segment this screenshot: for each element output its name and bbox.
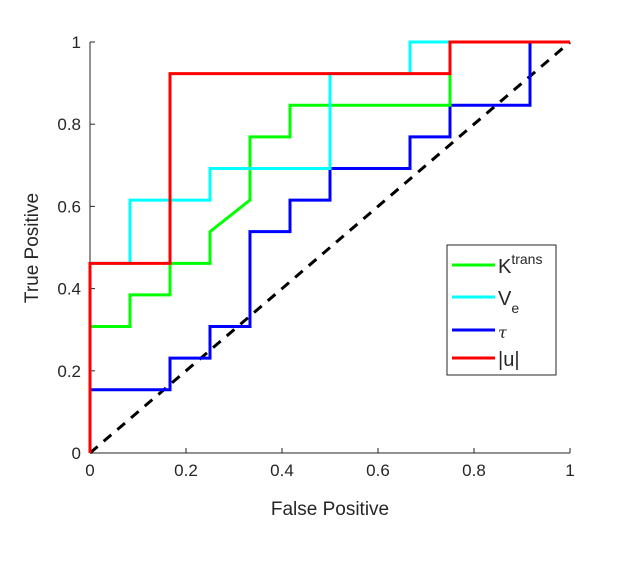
y-tick-label: 0.2 <box>57 362 81 381</box>
legend-label: |u| <box>498 349 520 371</box>
x-tick-label: 0.4 <box>270 461 294 480</box>
legend-label: Ktrans <box>498 251 542 278</box>
y-tick-label: 1 <box>72 33 81 52</box>
y-tick-label: 0.8 <box>57 115 81 134</box>
y-tick-label: 0.4 <box>57 280 81 299</box>
legend-box <box>446 244 557 376</box>
series-line-4 <box>88 40 570 453</box>
x-axis-label: False Positive <box>271 499 389 520</box>
x-tick-label: 1 <box>565 461 574 480</box>
legend: Ktrans Ve τ |u| <box>446 244 557 376</box>
legend-label: τ <box>498 323 508 342</box>
x-tick-label: 0.8 <box>462 461 486 480</box>
x-tick-label: 0.6 <box>366 461 390 480</box>
x-tick-label: 0 <box>85 461 94 480</box>
plot-lines <box>88 40 571 455</box>
y-tick-label: 0.6 <box>57 197 81 216</box>
y-tick-label: 0 <box>72 444 81 463</box>
reference-diagonal-line <box>89 40 571 455</box>
series-line-1 <box>88 40 570 453</box>
legend-label: Ve <box>498 288 519 316</box>
axes: 0 0.2 0.4 0.6 0.8 1 0 0.2 0.4 0.6 0.8 1 <box>57 33 574 480</box>
y-axis-label: True Positive <box>22 193 43 303</box>
x-tick-label: 0.2 <box>174 461 198 480</box>
